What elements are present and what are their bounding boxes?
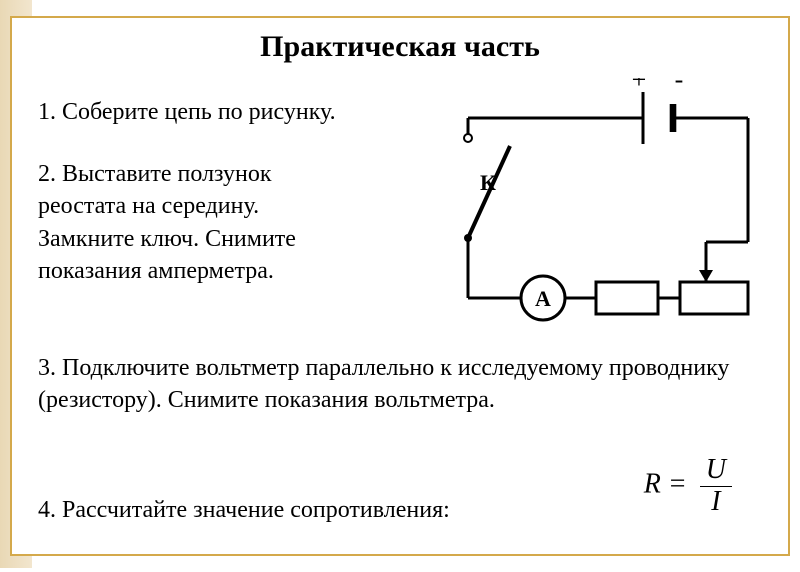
svg-text:-: - [675,78,684,94]
content-frame: Практическая часть 1. Соберите цепь по р… [10,16,790,556]
page-title: Практическая часть [12,30,788,64]
circuit-diagram: + - К А [448,78,768,338]
step-2-text: 2. Выставите ползунок реостата на середи… [38,158,338,288]
svg-text:+: + [632,78,647,94]
formula-eq: = [661,469,694,500]
formula-lhs: R [644,469,661,500]
svg-text:А: А [535,286,551,311]
step-1-text: 1. Соберите цепь по рисунку. [38,96,368,128]
svg-text:К: К [480,170,496,195]
formula-numerator: U [700,455,732,487]
resistance-formula: R = UI [644,455,732,518]
formula-denominator: I [700,487,732,518]
step-4-text: 4. Рассчитайте значение сопротивления: [38,494,558,526]
step-3-text: 3. Подключите вольтметр параллельно к ис… [38,352,738,417]
formula-fraction: UI [700,455,732,518]
